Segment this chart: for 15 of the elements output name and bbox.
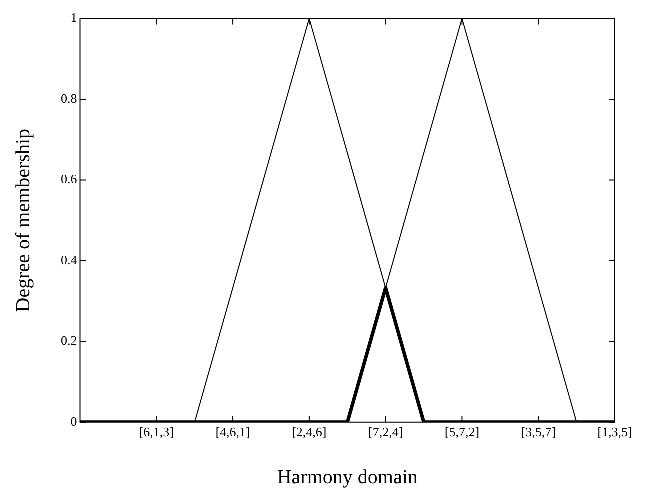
x-tick-label: [6,1,3] xyxy=(139,424,174,440)
y-tick-label: 0.8 xyxy=(61,90,78,106)
x-tick-label: [3,5,7] xyxy=(521,424,556,440)
x-tick-label: [5,7,2] xyxy=(444,424,480,440)
x-tick-label: [4,6,1] xyxy=(216,424,250,440)
x-tick-label: [7,2,4] xyxy=(368,424,404,440)
y-tick-label: 0.4 xyxy=(61,252,78,268)
y-axis-title: Degree of membership xyxy=(12,128,34,312)
y-tick-label: 1 xyxy=(70,10,78,26)
x-tick-label: [1,3,5] xyxy=(598,424,632,440)
x-axis-title: Harmony domain xyxy=(277,466,418,488)
y-tick-label: 0 xyxy=(70,414,78,429)
x-tick-label: [2,4,6] xyxy=(292,424,327,440)
y-tick-label: 0.6 xyxy=(61,172,78,187)
y-tick-label: 0.2 xyxy=(61,333,78,348)
